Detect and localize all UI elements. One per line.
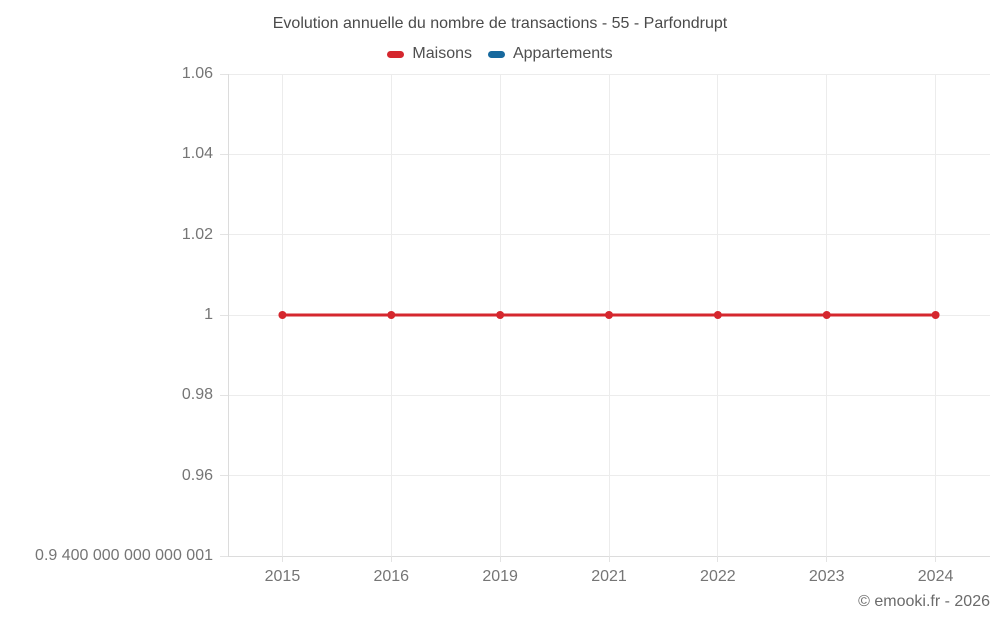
x-tick-mark bbox=[935, 556, 937, 562]
chart-title: Evolution annuelle du nombre de transact… bbox=[272, 15, 728, 32]
legend-item-maisons[interactable]: Maisons bbox=[387, 45, 472, 63]
x-tick-mark bbox=[826, 556, 828, 562]
y-tick-mark bbox=[220, 394, 228, 396]
x-tick-mark bbox=[717, 556, 719, 562]
x-axis-label: 2016 bbox=[373, 568, 410, 585]
series-plot bbox=[278, 311, 940, 319]
data-point-maisons-2021[interactable] bbox=[605, 311, 613, 319]
x-axis-label: 2019 bbox=[482, 568, 518, 585]
y-tick-mark bbox=[220, 153, 228, 155]
y-tick-mark bbox=[220, 73, 228, 75]
y-axis-label: 0.96 bbox=[181, 466, 213, 484]
y-axis-label: 1 bbox=[204, 306, 213, 323]
legend-label-appartements: Appartements bbox=[512, 45, 613, 62]
y-tick-mark bbox=[220, 555, 228, 557]
legend-label-maisons: Maisons bbox=[412, 45, 472, 62]
legend-swatch-appartements-icon bbox=[487, 50, 505, 58]
x-axis-label: 2015 bbox=[264, 568, 301, 585]
x-tick-mark bbox=[608, 556, 610, 562]
data-point-maisons-2023[interactable] bbox=[822, 311, 831, 319]
y-tick-mark bbox=[220, 234, 228, 236]
x-tick-mark bbox=[281, 556, 283, 562]
y-tick-mark bbox=[220, 475, 228, 477]
y-axis-label: 1.02 bbox=[181, 225, 213, 243]
y-tick-mark bbox=[220, 314, 228, 316]
data-point-maisons-2016[interactable] bbox=[387, 311, 396, 319]
data-point-maisons-2022[interactable] bbox=[713, 311, 722, 319]
y-axis-line bbox=[227, 74, 229, 556]
data-point-maisons-2015[interactable] bbox=[278, 311, 287, 319]
x-axis-label: 2024 bbox=[917, 568, 954, 585]
x-axis-label: 2022 bbox=[700, 568, 736, 585]
x-axis-label: 2021 bbox=[591, 568, 627, 585]
y-axis-label: 1.04 bbox=[181, 145, 213, 163]
y-axis-label: 0.98 bbox=[181, 386, 213, 404]
data-point-maisons-2019[interactable] bbox=[496, 311, 505, 319]
footer-credit: © emooki.fr - 2026 bbox=[858, 593, 990, 610]
x-axis-label: 2023 bbox=[808, 568, 845, 585]
legend-item-appartements[interactable]: Appartements bbox=[487, 45, 613, 63]
legend: Maisons Appartements bbox=[0, 45, 1000, 63]
legend-swatch-maisons-icon bbox=[387, 50, 405, 58]
y-axis-label: 0.9 400 000 000 000 001 bbox=[35, 547, 213, 564]
data-point-maisons-2024[interactable] bbox=[931, 311, 940, 319]
x-tick-mark bbox=[390, 556, 392, 562]
x-tick-mark bbox=[499, 556, 501, 562]
y-axis-label: 1.06 bbox=[181, 65, 213, 82]
